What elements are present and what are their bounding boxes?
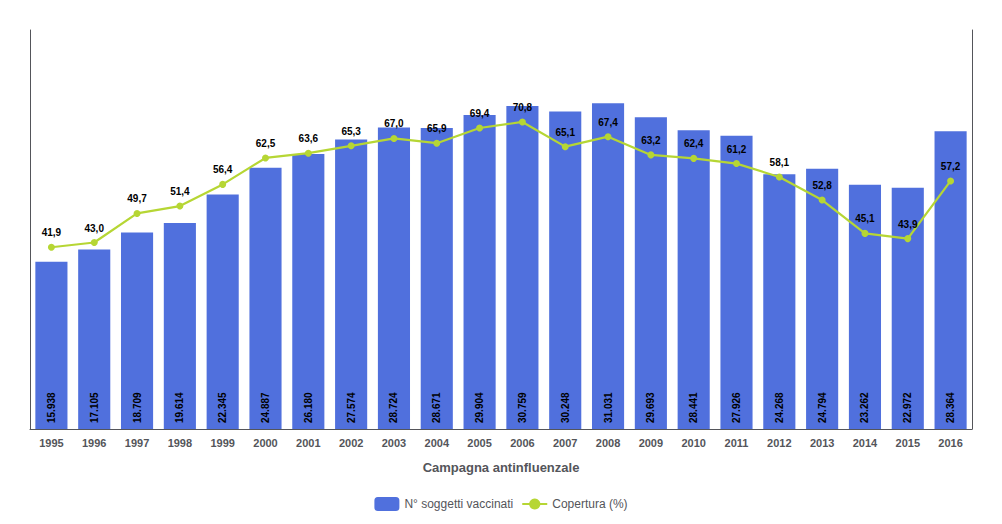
svg-text:69,4: 69,4 [470, 108, 490, 119]
svg-text:27.574: 27.574 [346, 392, 357, 423]
svg-text:17.105: 17.105 [89, 392, 100, 423]
svg-text:2010: 2010 [681, 437, 705, 449]
svg-text:15.938: 15.938 [46, 392, 57, 423]
svg-text:2007: 2007 [553, 437, 577, 449]
svg-text:63,6: 63,6 [299, 133, 319, 144]
svg-text:23.262: 23.262 [859, 392, 870, 423]
svg-text:2000: 2000 [253, 437, 277, 449]
svg-text:2014: 2014 [853, 437, 878, 449]
svg-text:22.345: 22.345 [217, 392, 228, 423]
svg-text:24.794: 24.794 [817, 392, 828, 423]
svg-text:2015: 2015 [896, 437, 920, 449]
svg-text:2006: 2006 [510, 437, 534, 449]
svg-text:2004: 2004 [425, 437, 450, 449]
svg-text:26.180: 26.180 [303, 392, 314, 423]
svg-text:58,1: 58,1 [770, 157, 790, 168]
svg-text:65,9: 65,9 [427, 123, 447, 134]
svg-text:30.759: 30.759 [517, 392, 528, 423]
svg-text:19.614: 19.614 [174, 392, 185, 423]
svg-text:29.693: 29.693 [645, 392, 656, 423]
svg-text:Campagna antinfluenzale: Campagna antinfluenzale [423, 460, 580, 475]
svg-text:43,9: 43,9 [898, 219, 918, 230]
svg-text:43,0: 43,0 [84, 223, 104, 234]
svg-text:27.926: 27.926 [731, 392, 742, 423]
svg-text:61,2: 61,2 [727, 144, 747, 155]
svg-text:28.364: 28.364 [945, 392, 956, 423]
svg-text:Copertura (%): Copertura (%) [552, 497, 627, 511]
svg-text:65,1: 65,1 [555, 127, 575, 138]
svg-text:29.904: 29.904 [474, 392, 485, 423]
svg-text:22.972: 22.972 [902, 392, 913, 423]
svg-text:30.248: 30.248 [560, 392, 571, 423]
svg-text:18.709: 18.709 [132, 392, 143, 423]
svg-text:2003: 2003 [382, 437, 406, 449]
svg-text:24.268: 24.268 [774, 392, 785, 423]
svg-text:52,8: 52,8 [812, 180, 832, 191]
svg-text:1996: 1996 [82, 437, 106, 449]
svg-text:28.671: 28.671 [431, 392, 442, 423]
svg-text:2008: 2008 [596, 437, 620, 449]
svg-text:56,4: 56,4 [213, 164, 233, 175]
svg-text:67,4: 67,4 [598, 117, 618, 128]
svg-text:57,2: 57,2 [941, 161, 961, 172]
svg-text:1995: 1995 [39, 437, 63, 449]
svg-text:2009: 2009 [639, 437, 663, 449]
svg-text:62,4: 62,4 [684, 138, 704, 149]
svg-text:67,0: 67,0 [384, 118, 404, 129]
svg-text:1997: 1997 [125, 437, 149, 449]
svg-text:31.031: 31.031 [603, 392, 614, 423]
svg-text:28.441: 28.441 [688, 392, 699, 423]
svg-text:2012: 2012 [767, 437, 791, 449]
svg-text:70,8: 70,8 [513, 102, 533, 113]
svg-text:N° soggetti vaccinati: N° soggetti vaccinati [404, 497, 513, 511]
svg-text:2002: 2002 [339, 437, 363, 449]
svg-text:49,7: 49,7 [127, 193, 147, 204]
svg-text:62,5: 62,5 [256, 138, 276, 149]
svg-text:1999: 1999 [210, 437, 234, 449]
svg-text:2013: 2013 [810, 437, 834, 449]
svg-text:2005: 2005 [467, 437, 491, 449]
svg-text:24.887: 24.887 [260, 392, 271, 423]
svg-text:2011: 2011 [725, 437, 749, 449]
svg-text:45,1: 45,1 [855, 213, 875, 224]
svg-text:63,2: 63,2 [641, 135, 661, 146]
svg-text:2001: 2001 [296, 437, 320, 449]
svg-text:65,3: 65,3 [341, 126, 361, 137]
svg-text:51,4: 51,4 [170, 186, 190, 197]
svg-text:41,9: 41,9 [42, 227, 62, 238]
svg-text:1998: 1998 [168, 437, 192, 449]
svg-text:28.724: 28.724 [388, 392, 399, 423]
svg-text:2016: 2016 [938, 437, 962, 449]
